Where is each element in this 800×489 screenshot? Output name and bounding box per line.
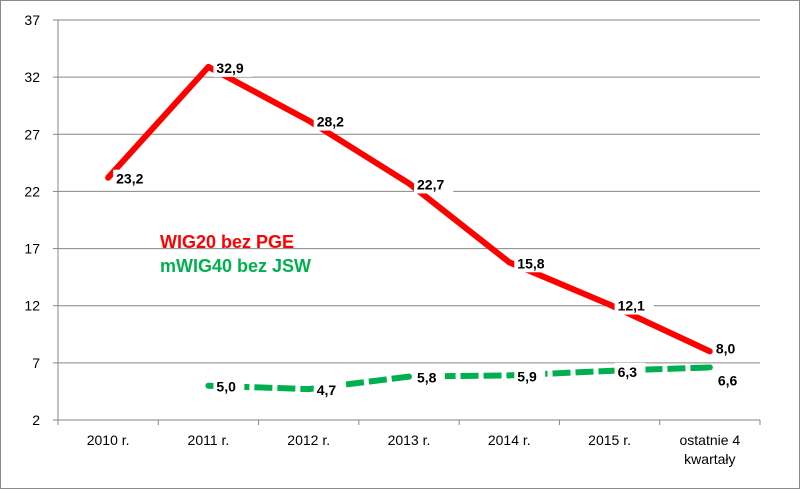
data-point	[706, 364, 713, 371]
data-label: 22,7	[417, 176, 444, 192]
y-tick-label: 17	[24, 241, 40, 257]
data-label: 4,7	[317, 382, 337, 398]
data-point	[205, 63, 212, 70]
data-label-bg	[514, 367, 546, 386]
x-tick-label: 2011 r.	[188, 432, 230, 448]
data-point	[406, 373, 412, 380]
y-tick-label: 7	[32, 355, 40, 371]
data-label-bg	[113, 169, 153, 188]
y-tick-label: 22	[24, 183, 40, 199]
x-tick-label: 2015 r.	[588, 432, 631, 448]
data-point	[305, 117, 312, 124]
data-point	[406, 180, 412, 187]
data-label-bg	[313, 112, 353, 131]
data-label-bg	[514, 254, 554, 273]
data-point	[606, 367, 613, 374]
data-label-bg	[614, 296, 654, 315]
data-label-bg	[213, 58, 253, 77]
axes	[57, 20, 760, 421]
data-label: 28,2	[317, 114, 344, 130]
x-tick-label: 2014 r.	[488, 432, 531, 448]
data-label-bg	[313, 381, 345, 400]
data-labels: 23,2 32,9 28,2 22,7 15,8 12,1 8,0 5,0 4,7 5,8 5,9 6…	[113, 58, 746, 400]
data-label-bg	[414, 175, 454, 194]
data-point	[305, 386, 312, 393]
data-label-bg	[712, 339, 744, 358]
x-tick-label: ostatnie 4 kwartały	[679, 432, 740, 467]
data-label-bg	[213, 377, 245, 396]
legend: WIG20 bez PGE mWIG40 bez JSW	[160, 232, 311, 276]
data-label: 12,1	[618, 298, 645, 314]
data-point	[105, 174, 112, 181]
y-tick-label: 2	[32, 412, 40, 428]
x-tick-label: 2012 r.	[287, 432, 330, 448]
data-label-bg	[714, 371, 746, 390]
data-label: 6,6	[718, 372, 738, 388]
y-tick-label: 37	[24, 12, 40, 28]
data-point	[606, 301, 613, 308]
data-label: 6,3	[618, 364, 638, 380]
data-point	[506, 372, 513, 379]
x-tick-label: 2013 r.	[388, 432, 431, 448]
data-label: 32,9	[216, 60, 243, 76]
y-tick-label: 27	[24, 126, 40, 142]
legend-entry-wig20: WIG20 bez PGE	[160, 232, 294, 252]
data-point	[706, 348, 713, 355]
data-label: 23,2	[116, 171, 143, 187]
legend-entry-mwig40: mWIG40 bez JSW	[160, 256, 311, 276]
y-tick-label: 12	[24, 298, 40, 314]
data-label: 8,0	[716, 340, 736, 356]
data-label-bg	[414, 368, 445, 387]
series-group	[105, 63, 713, 393]
data-label: 5,9	[517, 368, 537, 384]
data-label-bg	[614, 362, 646, 381]
data-point	[205, 382, 212, 389]
x-axis-ticks: 2010 r. 2011 r. 2012 r. 2013 r. 2014 r. 2015 …	[57, 420, 761, 467]
y-tick-label: 32	[24, 69, 40, 85]
data-label: 5,8	[417, 370, 437, 386]
gridlines	[58, 19, 760, 364]
x-tick-label: 2010 r.	[87, 432, 130, 448]
data-label: 5,0	[216, 379, 236, 395]
data-label: 15,8	[517, 255, 544, 271]
data-point	[506, 259, 513, 266]
